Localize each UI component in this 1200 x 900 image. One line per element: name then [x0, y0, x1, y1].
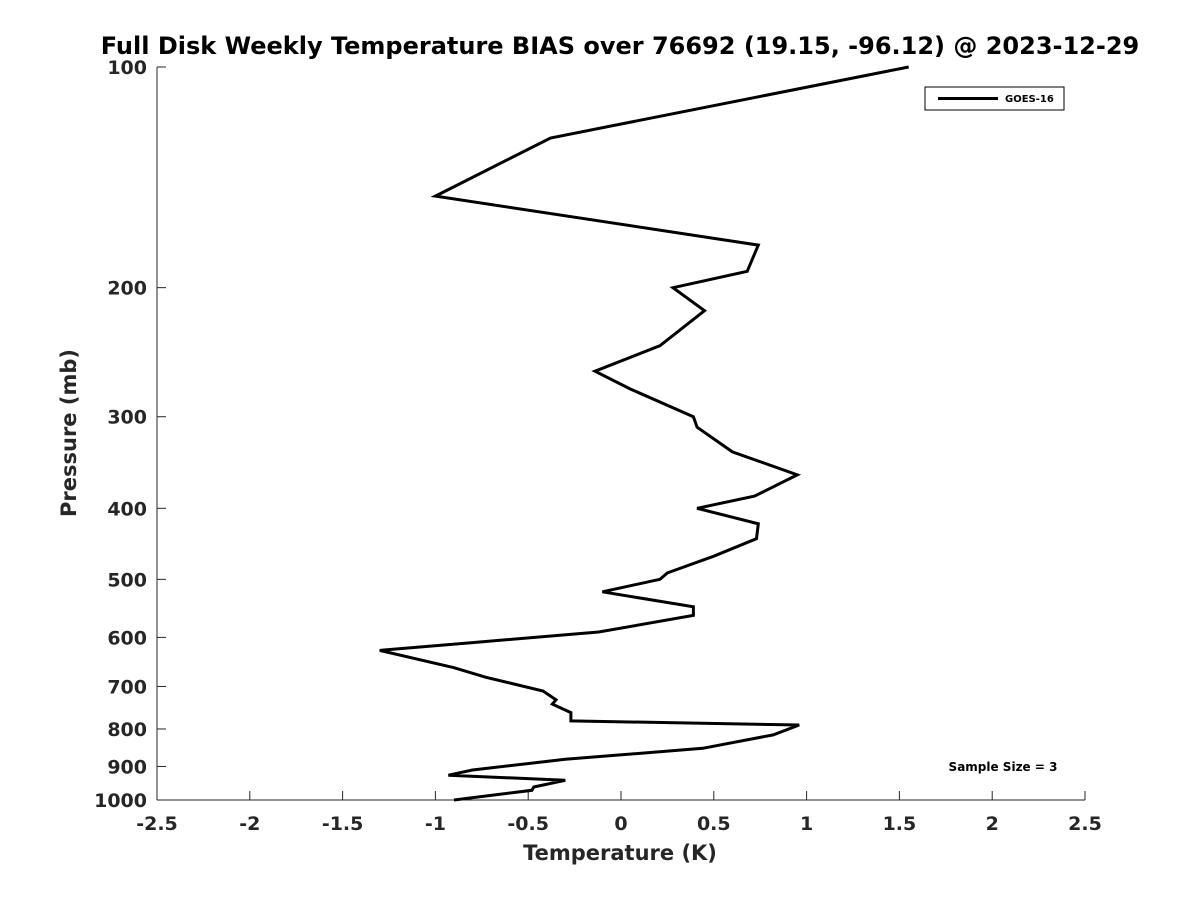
y-tick-label: 1000 [94, 790, 147, 812]
y-tick-label: 100 [107, 57, 147, 79]
y-tick-label: 200 [107, 278, 147, 300]
legend: GOES-16 [924, 86, 1065, 111]
x-axis-ticks: -2.5 -2 -1.5 -1 -0.5 0 0.5 1 1.5 2 2.5 [136, 791, 1102, 835]
chart-title: Full Disk Weekly Temperature BIAS over 7… [101, 32, 1140, 60]
x-tick-label: -0.5 [507, 813, 549, 835]
x-tick-label: 0.5 [697, 813, 731, 835]
legend-label-goes-16: GOES-16 [1005, 94, 1054, 105]
series-layer [379, 65, 909, 802]
x-tick-label: 2.5 [1068, 813, 1102, 835]
y-axis-ticks: 100 200 300 400 500 600 700 800 900 1000 [94, 57, 166, 812]
y-tick-label: 900 [107, 756, 147, 778]
x-tick-label: 1 [800, 813, 813, 835]
x-tick-label: -2 [239, 813, 260, 835]
x-tick-label: -1.5 [322, 813, 364, 835]
x-tick-label: 0 [614, 813, 627, 835]
y-tick-label: 600 [107, 627, 147, 649]
series-line-goes-16 [379, 65, 909, 802]
y-tick-label: 300 [107, 407, 147, 429]
y-axis-label: Pressure (mb) [57, 349, 81, 517]
x-tick-label: 2 [986, 813, 999, 835]
x-axis-label: Temperature (K) [523, 841, 717, 865]
x-tick-label: 1.5 [883, 813, 917, 835]
x-tick-label: -2.5 [136, 813, 178, 835]
y-tick-label: 500 [107, 569, 147, 591]
y-tick-label: 800 [107, 719, 147, 741]
y-tick-label: 400 [107, 498, 147, 520]
sample-size-annotation: Sample Size = 3 [949, 760, 1058, 774]
y-tick-label: 700 [107, 676, 147, 698]
x-tick-label: -1 [425, 813, 446, 835]
